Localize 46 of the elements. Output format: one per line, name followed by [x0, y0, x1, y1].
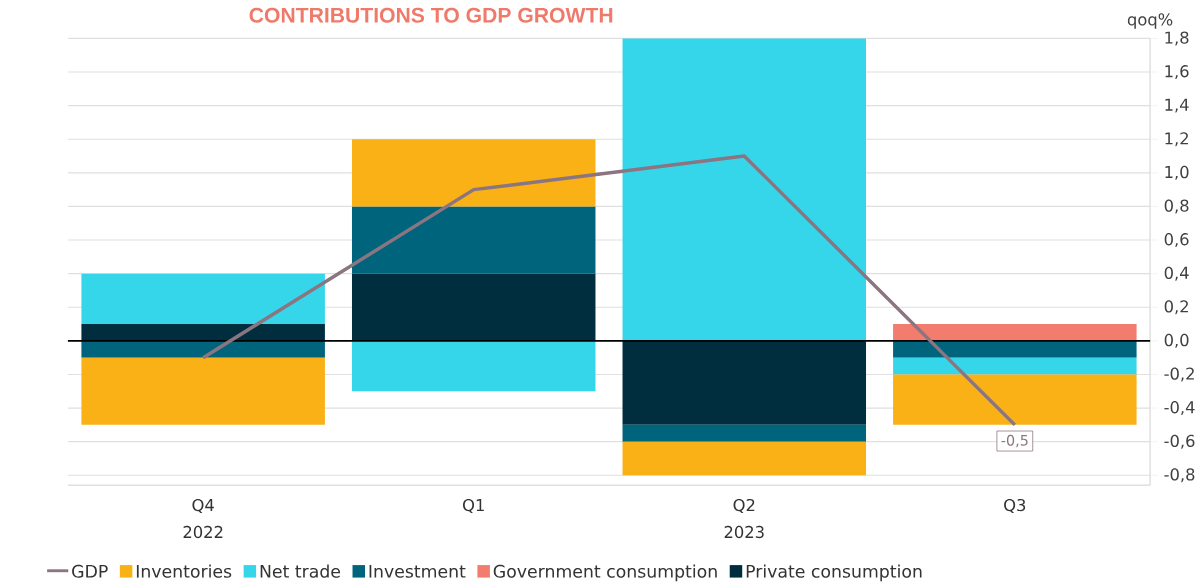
bar [893, 340, 1137, 358]
line-series [201, 154, 1017, 427]
legend-label: GDP [72, 564, 108, 578]
y-tick-label: 1,0 [1165, 165, 1189, 180]
y-tick-label: 1,2 [1165, 132, 1188, 147]
bar [893, 374, 1137, 425]
y-axis-title: qoq% [1127, 13, 1173, 29]
y-tick-label: 0,6 [1164, 232, 1189, 247]
bar [893, 357, 1137, 375]
y-tick-label: -0,8 [1164, 468, 1195, 483]
bar [351, 273, 596, 341]
legend-label: Inventories [136, 564, 232, 578]
y-tick-label: -0,2 [1164, 367, 1194, 382]
y-tick-label: 1,4 [1165, 98, 1189, 113]
chart-title: CONTRIBUTIONS TO GDP GROWTH [249, 7, 613, 23]
x-tick-label: Q1 [463, 498, 484, 513]
y-tick-label: -0,4 [1164, 400, 1195, 415]
text: 2023 [724, 525, 764, 538]
legend-label: Private consumption [746, 564, 922, 581]
bar [81, 357, 325, 425]
y-tick-label: 0,2 [1164, 300, 1188, 315]
bar [81, 273, 325, 324]
x-tick-label: Q2 [733, 498, 755, 513]
bar [893, 323, 1137, 341]
y-tick-label: -0,6 [1164, 434, 1195, 449]
y-tick-label: 1,6 [1165, 64, 1189, 79]
bar [351, 340, 596, 392]
bar [622, 38, 867, 341]
bar [351, 139, 596, 207]
legend-label: Net trade [260, 564, 341, 578]
y-tick-label: 0,8 [1164, 199, 1189, 214]
bar [351, 206, 596, 274]
bar [622, 424, 867, 442]
data-label: -0,5 [1001, 434, 1028, 448]
bar [622, 441, 867, 476]
x-tick-label: Q3 [1004, 498, 1026, 513]
y-tick-label: 0,0 [1164, 333, 1189, 348]
bar [81, 340, 325, 358]
legend-label: Investment [369, 564, 466, 578]
bar [81, 323, 325, 341]
y-tick-label: 0,4 [1164, 266, 1189, 281]
legend-label: Government consumption [493, 564, 717, 581]
text: 2022 [183, 525, 223, 538]
x-tick-label: Q4 [192, 498, 214, 513]
bar [622, 340, 867, 425]
y-tick-label: 1,8 [1165, 31, 1189, 46]
